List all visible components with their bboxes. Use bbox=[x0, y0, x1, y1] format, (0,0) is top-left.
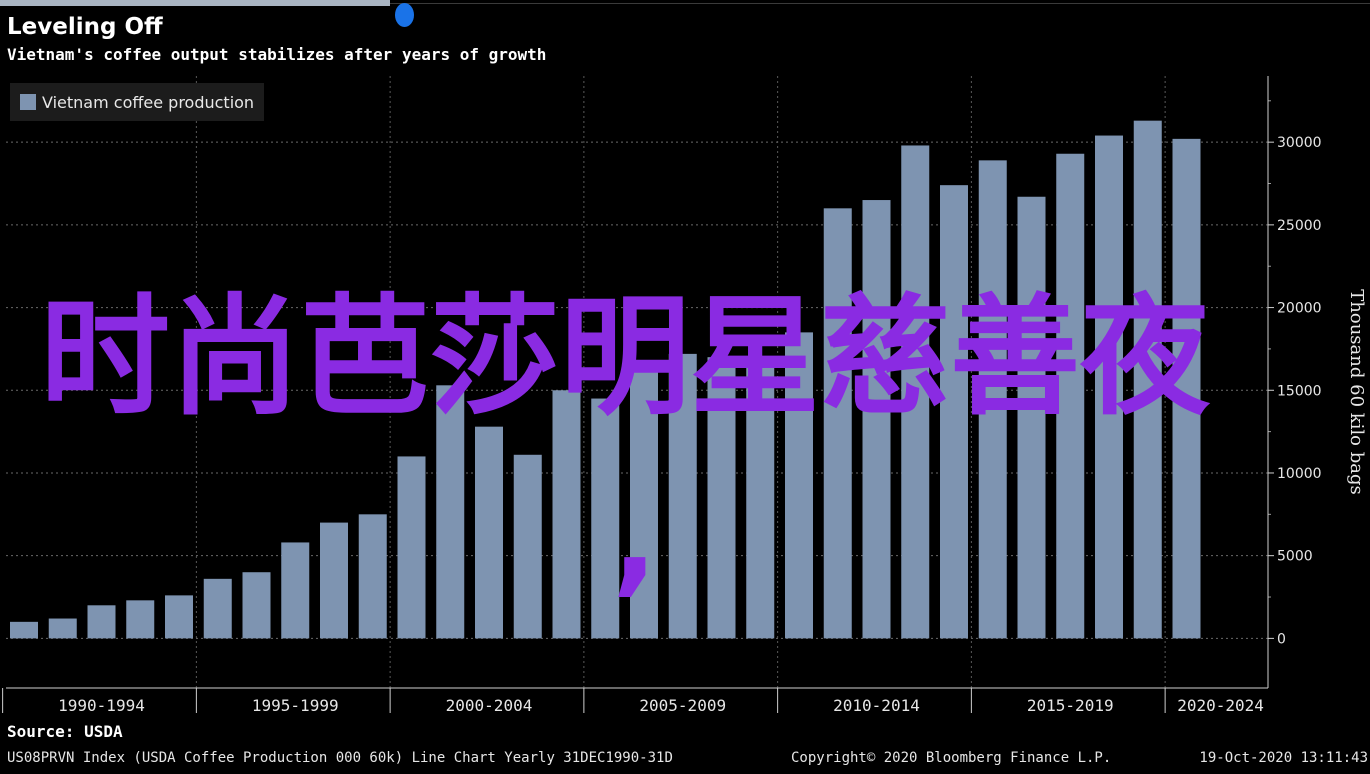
overlay-comma: , bbox=[612, 470, 658, 609]
bar-2016 bbox=[1017, 196, 1046, 639]
bar-2012 bbox=[862, 200, 891, 639]
bar-1996 bbox=[242, 572, 271, 639]
y-tick-label: 0 bbox=[1277, 631, 1286, 647]
bar-2015 bbox=[978, 160, 1007, 639]
legend-swatch-icon bbox=[20, 94, 36, 110]
bar-1993 bbox=[126, 600, 155, 639]
y-tick-label: 30000 bbox=[1277, 135, 1322, 151]
bar-2009 bbox=[746, 357, 775, 639]
top-divider bbox=[390, 3, 1370, 4]
bar-2005 bbox=[591, 398, 620, 639]
bar-2013 bbox=[901, 145, 930, 639]
bar-2000 bbox=[397, 456, 426, 639]
y-tick-label: 20000 bbox=[1277, 301, 1322, 317]
copyright-text: Copyright© 2020 Bloomberg Finance L.P. bbox=[791, 750, 1112, 766]
x-group-label: 2010-2014 bbox=[833, 696, 920, 715]
y-tick-label: 15000 bbox=[1277, 383, 1322, 399]
y-tick-label: 25000 bbox=[1277, 218, 1322, 234]
bar-2011 bbox=[823, 208, 852, 639]
y-axis-title: Thousand 60 kilo bags bbox=[1346, 289, 1367, 494]
bar-1994 bbox=[165, 595, 193, 639]
bar-2017 bbox=[1056, 153, 1085, 639]
bar-2008 bbox=[707, 357, 736, 639]
scroll-handle[interactable] bbox=[395, 3, 414, 27]
bar-2019 bbox=[1133, 120, 1162, 639]
y-tick-label: 10000 bbox=[1277, 466, 1322, 482]
x-group-label: 2015-2019 bbox=[1027, 696, 1114, 715]
timestamp: 19-Oct-2020 13:11:43 bbox=[1199, 750, 1368, 766]
bar-1997 bbox=[281, 542, 310, 639]
x-group-label: 1995-1999 bbox=[252, 696, 339, 715]
bar-1992 bbox=[87, 605, 116, 639]
bar-1990 bbox=[10, 621, 38, 639]
x-group-label: 2000-2004 bbox=[446, 696, 533, 715]
index-info: US08PRVN Index (USDA Coffee Production 0… bbox=[7, 750, 673, 766]
bar-2006 bbox=[630, 367, 658, 639]
x-group-label: 2020-2024 bbox=[1177, 696, 1264, 715]
legend-label: Vietnam coffee production bbox=[42, 92, 255, 112]
x-group-label: 1990-1994 bbox=[58, 696, 145, 715]
top-scroll-bar[interactable] bbox=[0, 0, 390, 6]
bar-2007 bbox=[668, 353, 697, 639]
bar-2010 bbox=[785, 332, 813, 639]
bar-1999 bbox=[358, 514, 387, 639]
x-group-label: 2005-2009 bbox=[639, 696, 726, 715]
chart-title: Leveling Off bbox=[7, 14, 163, 40]
bar-2001 bbox=[436, 385, 465, 639]
bar-2004 bbox=[552, 390, 581, 639]
bar-1998 bbox=[320, 522, 348, 639]
bar-1995 bbox=[203, 578, 232, 639]
bar-2018 bbox=[1095, 135, 1123, 639]
bar-2002 bbox=[475, 426, 503, 639]
overlay-watermark-text: 时尚芭莎明星慈善夜 bbox=[40, 281, 1211, 433]
bar-2014 bbox=[940, 185, 968, 639]
chart-subtitle: Vietnam's coffee output stabilizes after… bbox=[7, 45, 547, 64]
bar-1991 bbox=[48, 618, 77, 639]
y-tick-label: 5000 bbox=[1277, 549, 1313, 565]
bar-2003 bbox=[513, 454, 542, 639]
chart-legend: Vietnam coffee production bbox=[10, 83, 265, 121]
bar-2020 bbox=[1172, 138, 1201, 639]
source-label: Source: USDA bbox=[7, 722, 123, 741]
